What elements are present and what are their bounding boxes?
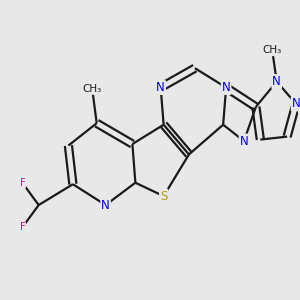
Text: N: N: [272, 75, 281, 88]
Text: F: F: [20, 178, 25, 188]
Text: N: N: [222, 81, 230, 94]
Text: F: F: [20, 222, 25, 233]
Text: N: N: [156, 81, 165, 94]
Text: N: N: [292, 98, 300, 110]
Text: CH₃: CH₃: [82, 84, 102, 94]
Text: S: S: [160, 190, 167, 202]
Text: N: N: [240, 135, 248, 148]
Text: CH₃: CH₃: [262, 45, 282, 55]
Text: N: N: [101, 199, 110, 212]
